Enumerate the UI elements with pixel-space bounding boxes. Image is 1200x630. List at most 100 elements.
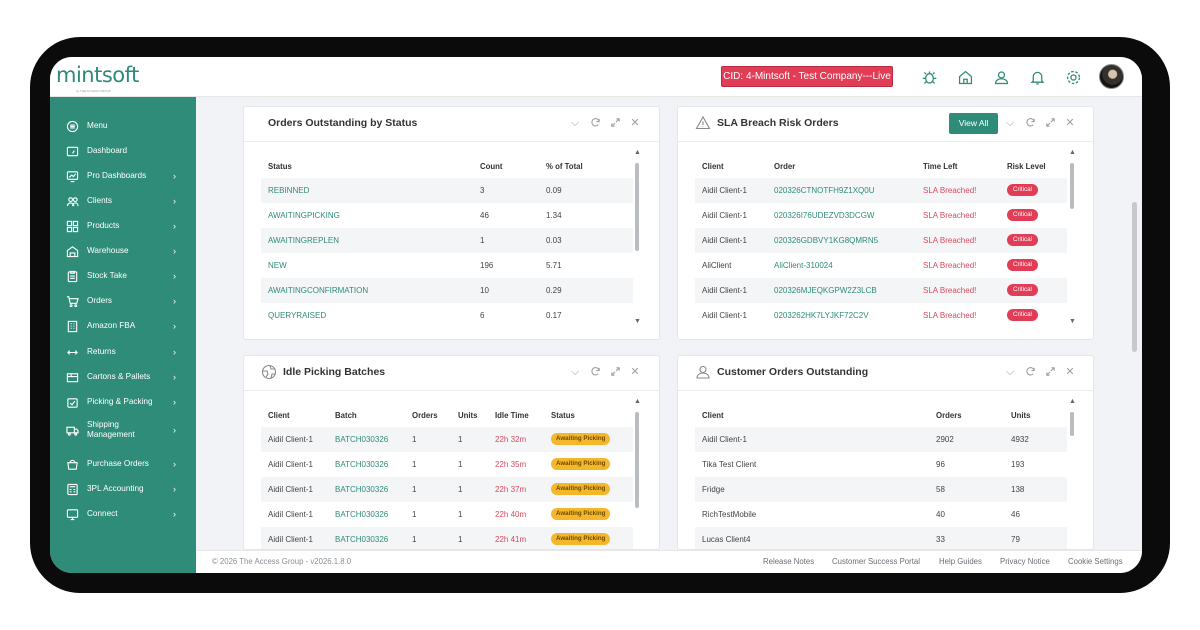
table-row[interactable]: AWAITINGREPLEN 1 0.03 bbox=[261, 228, 633, 253]
scroll-up-arrow[interactable]: ▲ bbox=[1069, 149, 1076, 156]
sidebar-item-shipping-management[interactable]: Shipping Management › bbox=[50, 417, 196, 443]
customer-success-portal-link[interactable]: Customer Success Portal bbox=[832, 557, 920, 566]
collapse-icon[interactable]: ⌵ bbox=[1005, 117, 1015, 129]
view-all-button[interactable]: View All bbox=[949, 113, 998, 134]
sidebar-item-pro-dashboards[interactable]: Pro Dashboards › bbox=[50, 165, 196, 187]
scroll-up-arrow[interactable]: ▲ bbox=[1069, 398, 1076, 405]
scrollbar-thumb[interactable] bbox=[635, 163, 639, 251]
batch-link[interactable]: BATCH030326 bbox=[335, 460, 389, 469]
table-row[interactable]: Tika Test Client 96 193 bbox=[695, 452, 1067, 477]
table-row[interactable]: Aidil Client-1 020326CTNOTFH9Z1XQ0U SLA … bbox=[695, 178, 1067, 203]
settings-icon[interactable] bbox=[1063, 67, 1083, 87]
cookie-settings-link[interactable]: Cookie Settings bbox=[1068, 557, 1123, 566]
table-row[interactable]: AliClient AliClient-310024 SLA Breached!… bbox=[695, 253, 1067, 278]
panel-scrollbar[interactable] bbox=[634, 161, 640, 319]
expand-icon[interactable] bbox=[609, 117, 621, 129]
warehouse-bug-icon[interactable] bbox=[919, 67, 939, 87]
scroll-down-arrow[interactable]: ▼ bbox=[634, 318, 641, 325]
company-id-badge[interactable]: CID: 4-Mintsoft - Test Company---Live bbox=[721, 66, 893, 87]
status-link[interactable]: AWAITINGPICKING bbox=[268, 211, 340, 220]
sidebar-item-returns[interactable]: Returns › bbox=[50, 341, 196, 363]
table-row[interactable]: Fridge 58 138 bbox=[695, 477, 1067, 502]
expand-icon[interactable] bbox=[1044, 366, 1056, 378]
collapse-icon[interactable]: ⌵ bbox=[570, 366, 580, 378]
batch-link[interactable]: BATCH030326 bbox=[335, 485, 389, 494]
table-row[interactable]: Aidil Client-1 020326I76UDEZVD3DCGW SLA … bbox=[695, 203, 1067, 228]
expand-icon[interactable] bbox=[609, 366, 621, 378]
table-row[interactable]: NEW 196 5.71 bbox=[261, 253, 633, 278]
sidebar-item-3pl-accounting[interactable]: 3PL Accounting › bbox=[50, 478, 196, 500]
sidebar-item-purchase-orders[interactable]: Purchase Orders › bbox=[50, 453, 196, 475]
page-scrollbar[interactable] bbox=[1132, 202, 1137, 352]
batch-link[interactable]: BATCH030326 bbox=[335, 510, 389, 519]
order-link[interactable]: 020326I76UDEZVD3DCGW bbox=[774, 211, 875, 220]
collapse-icon[interactable]: ⌵ bbox=[570, 117, 580, 129]
sidebar-item-stock-take[interactable]: Stock Take › bbox=[50, 265, 196, 287]
table-row[interactable]: RichTestMobile 40 46 bbox=[695, 502, 1067, 527]
refresh-icon[interactable] bbox=[589, 366, 601, 378]
table-row[interactable]: AWAITINGPICKING 46 1.34 bbox=[261, 203, 633, 228]
status-link[interactable]: REBINNED bbox=[268, 186, 310, 195]
table-row[interactable]: Aidil Client-1 0203262HK7LYJKF72C2V SLA … bbox=[695, 303, 1067, 328]
table-row[interactable]: QUERYRAISED 6 0.17 bbox=[261, 303, 633, 328]
scroll-down-arrow[interactable]: ▼ bbox=[1069, 318, 1076, 325]
sidebar-item-products[interactable]: Products › bbox=[50, 215, 196, 237]
table-row[interactable]: Aidil Client-1 BATCH030326 1 1 22h 37m A… bbox=[261, 477, 633, 502]
batch-link[interactable]: BATCH030326 bbox=[335, 435, 389, 444]
table-row[interactable]: Lucas Client4 33 79 bbox=[695, 527, 1067, 549]
order-link[interactable]: 020326GDBVY1KG8QMRN5 bbox=[774, 236, 879, 245]
refresh-icon[interactable] bbox=[1024, 366, 1036, 378]
home-icon[interactable] bbox=[955, 67, 975, 87]
table-row[interactable]: REBINNED 3 0.09 bbox=[261, 178, 633, 203]
privacy-notice-link[interactable]: Privacy Notice bbox=[1000, 557, 1050, 566]
expand-icon[interactable] bbox=[1044, 117, 1056, 129]
close-icon[interactable]: ✕ bbox=[1065, 366, 1075, 378]
collapse-icon[interactable]: ⌵ bbox=[1005, 366, 1015, 378]
scroll-up-arrow[interactable]: ▲ bbox=[634, 398, 641, 405]
refresh-icon[interactable] bbox=[1024, 117, 1036, 129]
sidebar-item-orders[interactable]: Orders › bbox=[50, 290, 196, 312]
table-row[interactable]: AWAITINGCONFIRMATION 10 0.29 bbox=[261, 278, 633, 303]
release-notes-link[interactable]: Release Notes bbox=[763, 557, 815, 566]
scrollbar-thumb[interactable] bbox=[635, 412, 639, 508]
table-row[interactable]: Aidil Client-1 020326MJEQKGPW2Z3LCB SLA … bbox=[695, 278, 1067, 303]
order-link[interactable]: AliClient-310024 bbox=[774, 261, 833, 270]
close-icon[interactable]: ✕ bbox=[630, 117, 640, 129]
batch-link[interactable]: BATCH030326 bbox=[335, 535, 389, 544]
table-row[interactable]: Aidil Client-1 BATCH030326 1 1 22h 35m A… bbox=[261, 452, 633, 477]
scroll-up-arrow[interactable]: ▲ bbox=[634, 149, 641, 156]
close-icon[interactable]: ✕ bbox=[630, 366, 640, 378]
status-link[interactable]: AWAITINGCONFIRMATION bbox=[268, 286, 369, 295]
order-link[interactable]: 020326CTNOTFH9Z1XQ0U bbox=[774, 186, 875, 195]
order-link[interactable]: 020326MJEQKGPW2Z3LCB bbox=[774, 286, 877, 295]
sidebar-item-menu[interactable]: Menu bbox=[50, 115, 196, 137]
table-row[interactable]: Aidil Client-1 2902 4932 bbox=[695, 427, 1067, 452]
scrollbar-thumb[interactable] bbox=[1070, 412, 1074, 436]
sidebar-item-picking-packing[interactable]: Picking & Packing › bbox=[50, 391, 196, 413]
sidebar-item-warehouse[interactable]: Warehouse › bbox=[50, 240, 196, 262]
status-link[interactable]: NEW bbox=[268, 261, 287, 270]
sidebar-item-clients[interactable]: Clients › bbox=[50, 190, 196, 212]
percent-cell: 1.34 bbox=[546, 211, 562, 220]
scrollbar-thumb[interactable] bbox=[1070, 163, 1074, 209]
user-avatar[interactable] bbox=[1099, 64, 1124, 89]
panel-scrollbar[interactable] bbox=[634, 410, 640, 549]
sidebar-item-amazon-fba[interactable]: Amazon FBA › bbox=[50, 315, 196, 337]
table-row[interactable]: Aidil Client-1 BATCH030326 1 1 22h 41m A… bbox=[261, 527, 633, 549]
panel-scrollbar[interactable] bbox=[1069, 161, 1075, 319]
order-link[interactable]: 0203262HK7LYJKF72C2V bbox=[774, 311, 869, 320]
bell-icon[interactable] bbox=[1027, 67, 1047, 87]
status-link[interactable]: AWAITINGREPLEN bbox=[268, 236, 339, 245]
refresh-icon[interactable] bbox=[589, 117, 601, 129]
table-row[interactable]: Aidil Client-1 BATCH030326 1 1 22h 40m A… bbox=[261, 502, 633, 527]
panel-scrollbar[interactable] bbox=[1069, 410, 1075, 549]
close-icon[interactable]: ✕ bbox=[1065, 117, 1075, 129]
table-row[interactable]: Aidil Client-1 020326GDBVY1KG8QMRN5 SLA … bbox=[695, 228, 1067, 253]
status-link[interactable]: QUERYRAISED bbox=[268, 311, 327, 320]
sidebar-item-cartons-pallets[interactable]: Cartons & Pallets › bbox=[50, 366, 196, 388]
table-row[interactable]: Aidil Client-1 BATCH030326 1 1 22h 32m A… bbox=[261, 427, 633, 452]
sidebar-item-dashboard[interactable]: Dashboard bbox=[50, 140, 196, 162]
sidebar-item-connect[interactable]: Connect › bbox=[50, 503, 196, 525]
help-guides-link[interactable]: Help Guides bbox=[939, 557, 982, 566]
clients-icon[interactable] bbox=[991, 67, 1011, 87]
